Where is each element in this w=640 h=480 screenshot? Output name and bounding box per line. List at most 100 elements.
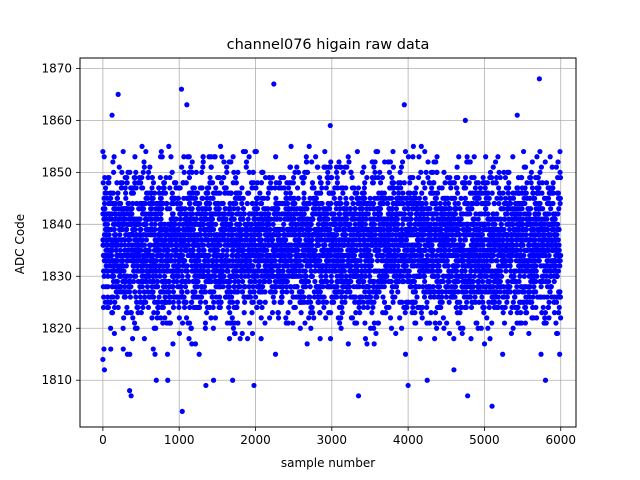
data-point [205, 237, 211, 243]
data-point [101, 154, 107, 160]
data-point [367, 268, 373, 274]
data-point [111, 330, 118, 337]
data-point [169, 169, 175, 175]
data-point [388, 278, 394, 285]
data-point [354, 190, 360, 196]
data-point [299, 289, 305, 295]
data-point [152, 226, 158, 233]
data-point [228, 190, 234, 196]
data-point [298, 310, 304, 316]
data-point [196, 304, 203, 311]
data-point [460, 242, 466, 248]
data-point [182, 258, 188, 264]
data-point [427, 206, 433, 212]
data-point [301, 174, 308, 181]
data-point [459, 330, 465, 337]
data-point [470, 278, 476, 285]
data-point [452, 195, 458, 201]
data-point [210, 195, 216, 201]
data-point [452, 211, 459, 217]
data-point [310, 310, 316, 316]
data-point [111, 304, 118, 311]
data-point [223, 185, 229, 191]
data-point [228, 289, 234, 295]
data-point [410, 174, 416, 181]
data-point [108, 325, 114, 331]
data-point [170, 289, 176, 295]
data-point [402, 148, 409, 155]
data-point [447, 206, 453, 212]
data-point [338, 247, 344, 253]
data-point [162, 237, 168, 243]
data-point [189, 211, 196, 217]
data-point [377, 206, 384, 212]
data-point [155, 299, 161, 305]
data-point [283, 237, 289, 243]
data-point [361, 164, 367, 170]
data-point [273, 195, 279, 201]
data-point [183, 315, 190, 321]
data-point [158, 211, 164, 217]
data-point [419, 315, 425, 321]
data-point [372, 159, 378, 165]
data-point [137, 221, 143, 227]
data-point [312, 278, 318, 285]
data-point [118, 284, 124, 290]
data-point [182, 284, 189, 290]
data-point [165, 247, 171, 253]
data-point [354, 320, 360, 326]
scatter-series [100, 76, 564, 415]
data-point [200, 242, 207, 248]
data-point [128, 310, 134, 316]
data-point [240, 278, 246, 285]
data-point [285, 320, 291, 326]
data-point [408, 211, 414, 217]
data-point [407, 221, 414, 227]
data-point [315, 164, 321, 170]
data-point [151, 294, 157, 300]
data-point [239, 185, 245, 191]
data-point [305, 278, 312, 285]
data-point [317, 289, 323, 295]
data-point [186, 154, 192, 160]
data-point [431, 180, 437, 186]
data-point [206, 252, 212, 259]
data-point [189, 299, 195, 305]
data-point [258, 180, 265, 186]
data-point [281, 221, 287, 227]
data-point [254, 206, 261, 212]
data-point [174, 247, 180, 253]
data-point [343, 195, 349, 201]
data-point [117, 232, 123, 238]
data-point [479, 232, 485, 238]
data-point [287, 299, 293, 305]
data-point [217, 304, 223, 311]
data-point [311, 185, 317, 191]
data-point [381, 190, 387, 196]
data-point [478, 325, 484, 331]
data-point [218, 299, 224, 305]
data-point [454, 164, 460, 170]
data-point [121, 315, 127, 321]
data-point [101, 273, 107, 279]
data-point [301, 211, 307, 217]
data-point [134, 299, 140, 305]
data-point [295, 169, 302, 175]
data-point [468, 304, 475, 311]
data-point [456, 154, 462, 160]
data-point [154, 310, 161, 316]
data-point [160, 304, 166, 311]
data-point [138, 180, 144, 186]
data-point [110, 294, 116, 300]
data-point [337, 211, 343, 217]
data-point [297, 258, 303, 264]
data-point [124, 226, 130, 233]
data-point [214, 263, 220, 269]
data-point [317, 174, 323, 181]
data-point [132, 180, 138, 186]
data-point [397, 315, 403, 321]
data-point [303, 273, 309, 279]
data-point [250, 299, 256, 305]
data-point [381, 299, 388, 305]
data-point [337, 195, 343, 201]
